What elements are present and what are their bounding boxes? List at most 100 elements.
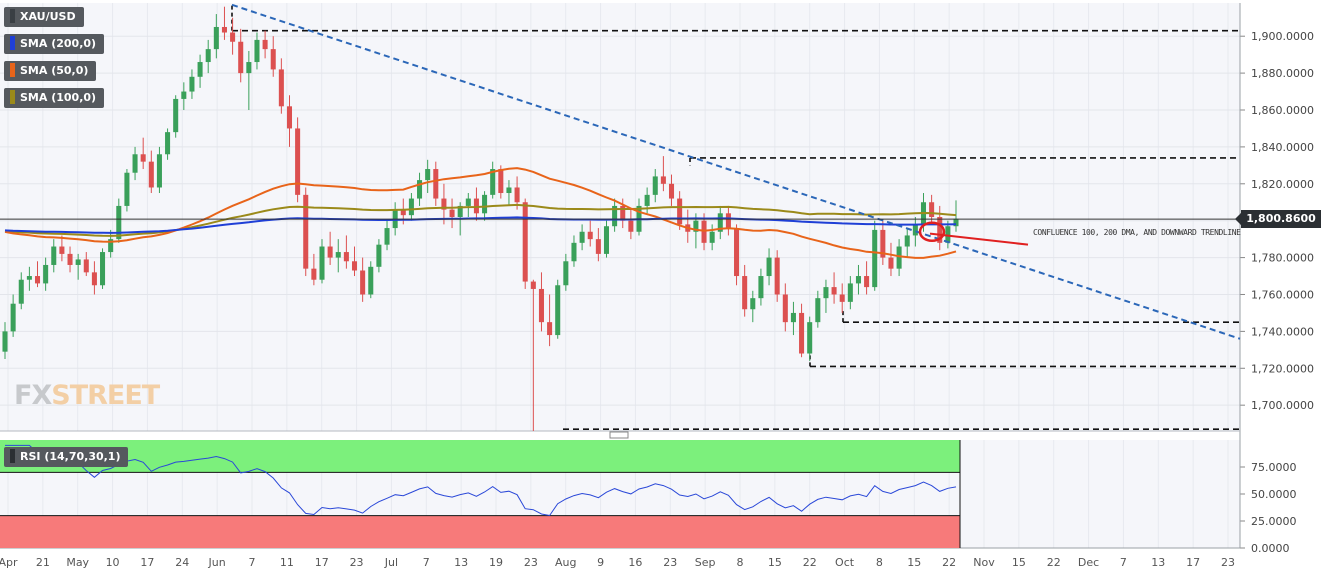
x-tick-label: 8 bbox=[876, 556, 883, 569]
candle-body bbox=[83, 259, 89, 273]
candle-body bbox=[230, 32, 236, 42]
candle-body bbox=[270, 49, 276, 70]
candle-body bbox=[538, 288, 544, 323]
candle-body bbox=[295, 128, 301, 195]
sma-200-label[interactable]: SMA (200,0) bbox=[4, 34, 105, 54]
x-tick-label: 22 bbox=[1047, 556, 1061, 569]
candle-body bbox=[18, 279, 24, 304]
x-tick-label: 7 bbox=[249, 556, 256, 569]
candle-body bbox=[124, 172, 130, 206]
candle-body bbox=[953, 218, 959, 227]
y-tick-label: 1,880.0000 bbox=[1251, 67, 1314, 80]
candle-body bbox=[506, 187, 512, 194]
candle-body bbox=[563, 261, 569, 286]
candle-body bbox=[173, 98, 179, 133]
y-tick-label: 1,840.0000 bbox=[1251, 141, 1314, 154]
candle-body bbox=[165, 132, 171, 155]
rsi-tick-label: 0.0000 bbox=[1251, 542, 1290, 555]
x-tick-label: 7 bbox=[423, 556, 430, 569]
candle-body bbox=[644, 194, 650, 206]
sma-50-label[interactable]: SMA (50,0) bbox=[4, 61, 97, 81]
candle-body bbox=[205, 49, 211, 63]
candle-body bbox=[937, 217, 943, 243]
rsi-tick-label: 25.0000 bbox=[1251, 515, 1297, 528]
candle-body bbox=[555, 285, 561, 336]
candle-body bbox=[384, 228, 390, 245]
candle-body bbox=[815, 298, 821, 323]
candle-body bbox=[156, 154, 162, 188]
sma-50-swatch bbox=[10, 63, 15, 77]
current-price-tag: 1,800.8600 bbox=[1235, 210, 1321, 228]
x-tick-label: 13 bbox=[1151, 556, 1165, 569]
candle-body bbox=[742, 276, 748, 310]
candle-body bbox=[425, 169, 431, 181]
rsi-label[interactable]: RSI (14,70,30,1) bbox=[4, 447, 129, 467]
projection-line bbox=[929, 232, 1029, 246]
x-tick-label: Aug bbox=[555, 556, 576, 569]
candle-body bbox=[221, 26, 227, 33]
candle-body bbox=[2, 331, 8, 352]
candle-body bbox=[725, 213, 731, 229]
y-tick-label: 1,760.0000 bbox=[1251, 288, 1314, 301]
candle-body bbox=[254, 39, 260, 63]
x-tick-label: 17 bbox=[1186, 556, 1200, 569]
candle-body bbox=[351, 261, 358, 271]
candle-body bbox=[246, 62, 252, 74]
x-tick-label: 16 bbox=[628, 556, 642, 569]
instrument-swatch bbox=[10, 9, 15, 23]
candle-body bbox=[677, 198, 683, 225]
candle-body bbox=[774, 257, 780, 295]
candle-body bbox=[197, 62, 203, 77]
x-tick-label: 13 bbox=[454, 556, 468, 569]
sma-50-line bbox=[4, 167, 957, 259]
candle-body bbox=[904, 235, 910, 247]
instrument-label[interactable]: XAU/USD bbox=[4, 7, 84, 27]
x-tick-label: Oct bbox=[835, 556, 855, 569]
candle-body bbox=[75, 259, 81, 265]
candle-body bbox=[417, 180, 423, 199]
x-tick-label: Nov bbox=[973, 556, 995, 569]
candle-body bbox=[514, 187, 520, 203]
candle-body bbox=[181, 91, 187, 99]
x-tick-label: May bbox=[66, 556, 89, 569]
x-tick-label: 17 bbox=[315, 556, 329, 569]
candle-body bbox=[522, 202, 528, 282]
y-tick-label: 1,700.0000 bbox=[1251, 399, 1314, 412]
candle-body bbox=[189, 76, 195, 92]
x-tick-label: Dec bbox=[1078, 556, 1099, 569]
rsi-tick-label: 75.0000 bbox=[1251, 461, 1297, 474]
candle-body bbox=[108, 239, 114, 253]
candle-body bbox=[758, 276, 764, 299]
x-tick-label: 23 bbox=[524, 556, 538, 569]
x-tick-label: 24 bbox=[175, 556, 189, 569]
candle-body bbox=[872, 229, 878, 288]
candle-body bbox=[368, 266, 374, 295]
price-pane-bg bbox=[0, 3, 1240, 431]
sma-100-label[interactable]: SMA (100,0) bbox=[4, 88, 105, 108]
candle-body bbox=[595, 239, 601, 254]
candle-body bbox=[628, 220, 634, 232]
x-tick-label: Jun bbox=[208, 556, 226, 569]
x-tick-label: 23 bbox=[663, 556, 677, 569]
candle-body bbox=[896, 246, 902, 269]
candle-body bbox=[782, 294, 788, 323]
candle-body bbox=[67, 253, 73, 265]
candle-body bbox=[376, 244, 382, 267]
candle-body bbox=[43, 264, 49, 284]
candle-body bbox=[799, 312, 805, 354]
rsi-swatch bbox=[10, 449, 15, 463]
x-tick-label: 22 bbox=[803, 556, 817, 569]
sma-200-line bbox=[4, 216, 957, 234]
confluence-circle bbox=[918, 221, 946, 243]
x-tick-label: 17 bbox=[140, 556, 154, 569]
candle-body bbox=[51, 246, 57, 265]
candle-body bbox=[26, 276, 32, 280]
pane-resize-handle bbox=[609, 431, 629, 439]
sma-200-swatch bbox=[10, 36, 15, 50]
candle-body bbox=[482, 194, 488, 214]
candle-body bbox=[91, 272, 97, 286]
candle-body bbox=[839, 294, 845, 302]
y-tick-label: 1,860.0000 bbox=[1251, 104, 1314, 117]
candle-body bbox=[408, 198, 414, 216]
